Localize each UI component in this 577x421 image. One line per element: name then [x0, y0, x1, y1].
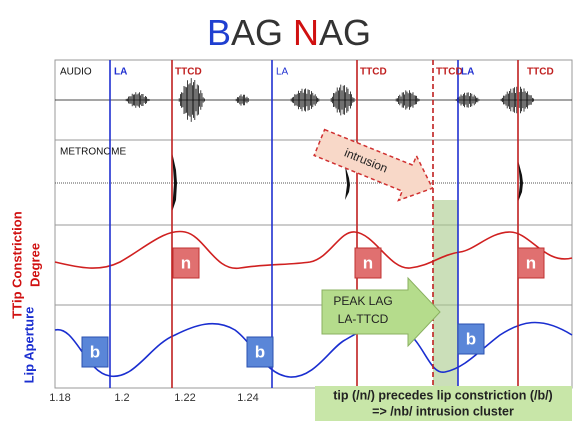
note-text: tip (/n/) precedes lip constriction (/b/…: [333, 388, 552, 402]
title: BAG NAG: [207, 12, 371, 53]
box-label: n: [363, 253, 373, 272]
plot-frame: [54, 59, 573, 389]
note-text: => /nb/ intrusion cluster: [372, 404, 514, 418]
lip-curve: [54, 321, 573, 378]
marker-label: TTCD: [175, 67, 202, 78]
peak-lag-arrow: PEAK LAG LA-TTCD: [321, 276, 441, 348]
callout-text: PEAK LAG: [333, 294, 392, 308]
box-label: b: [255, 342, 265, 361]
marker-label: TTCD: [436, 67, 463, 78]
title-part: N: [293, 12, 319, 53]
marker-label: TTCD: [360, 67, 387, 78]
panel-label: AUDIO: [60, 67, 92, 78]
gesture-boxes: [81, 247, 545, 368]
marker-label: LA: [276, 67, 289, 78]
box-label: n: [181, 253, 191, 272]
marker-label: LA: [114, 67, 127, 78]
box-label: b: [90, 342, 100, 361]
waveform-path: [55, 78, 572, 122]
note-box: [315, 386, 572, 421]
y-label: Degree: [27, 243, 42, 287]
title-part: B: [207, 12, 231, 53]
intrusion-band: [433, 200, 458, 388]
x-tick-label: 1.18: [49, 392, 70, 404]
x-tick-label: 1.22: [174, 392, 195, 404]
y-label: TTip Constriction: [9, 211, 24, 318]
panel-label: METRONOME: [60, 147, 126, 158]
metronome-signal: [55, 152, 572, 212]
y-label: Lip Aperture: [21, 307, 36, 384]
x-tick-label: 1.24: [237, 392, 258, 404]
intrusion-arrow: intrusion: [313, 128, 434, 202]
marker-label: LA: [461, 67, 474, 78]
marker-label: TTCD: [527, 67, 554, 78]
audio-waveform: [55, 78, 572, 122]
title-part: AG: [231, 12, 283, 53]
x-tick-label: 1.2: [114, 392, 129, 404]
title-part: AG: [319, 12, 371, 53]
box-label: n: [526, 253, 536, 272]
ttcd-curve: [54, 230, 573, 269]
callout-text: LA-TTCD: [338, 312, 389, 326]
box-label: b: [466, 329, 476, 348]
